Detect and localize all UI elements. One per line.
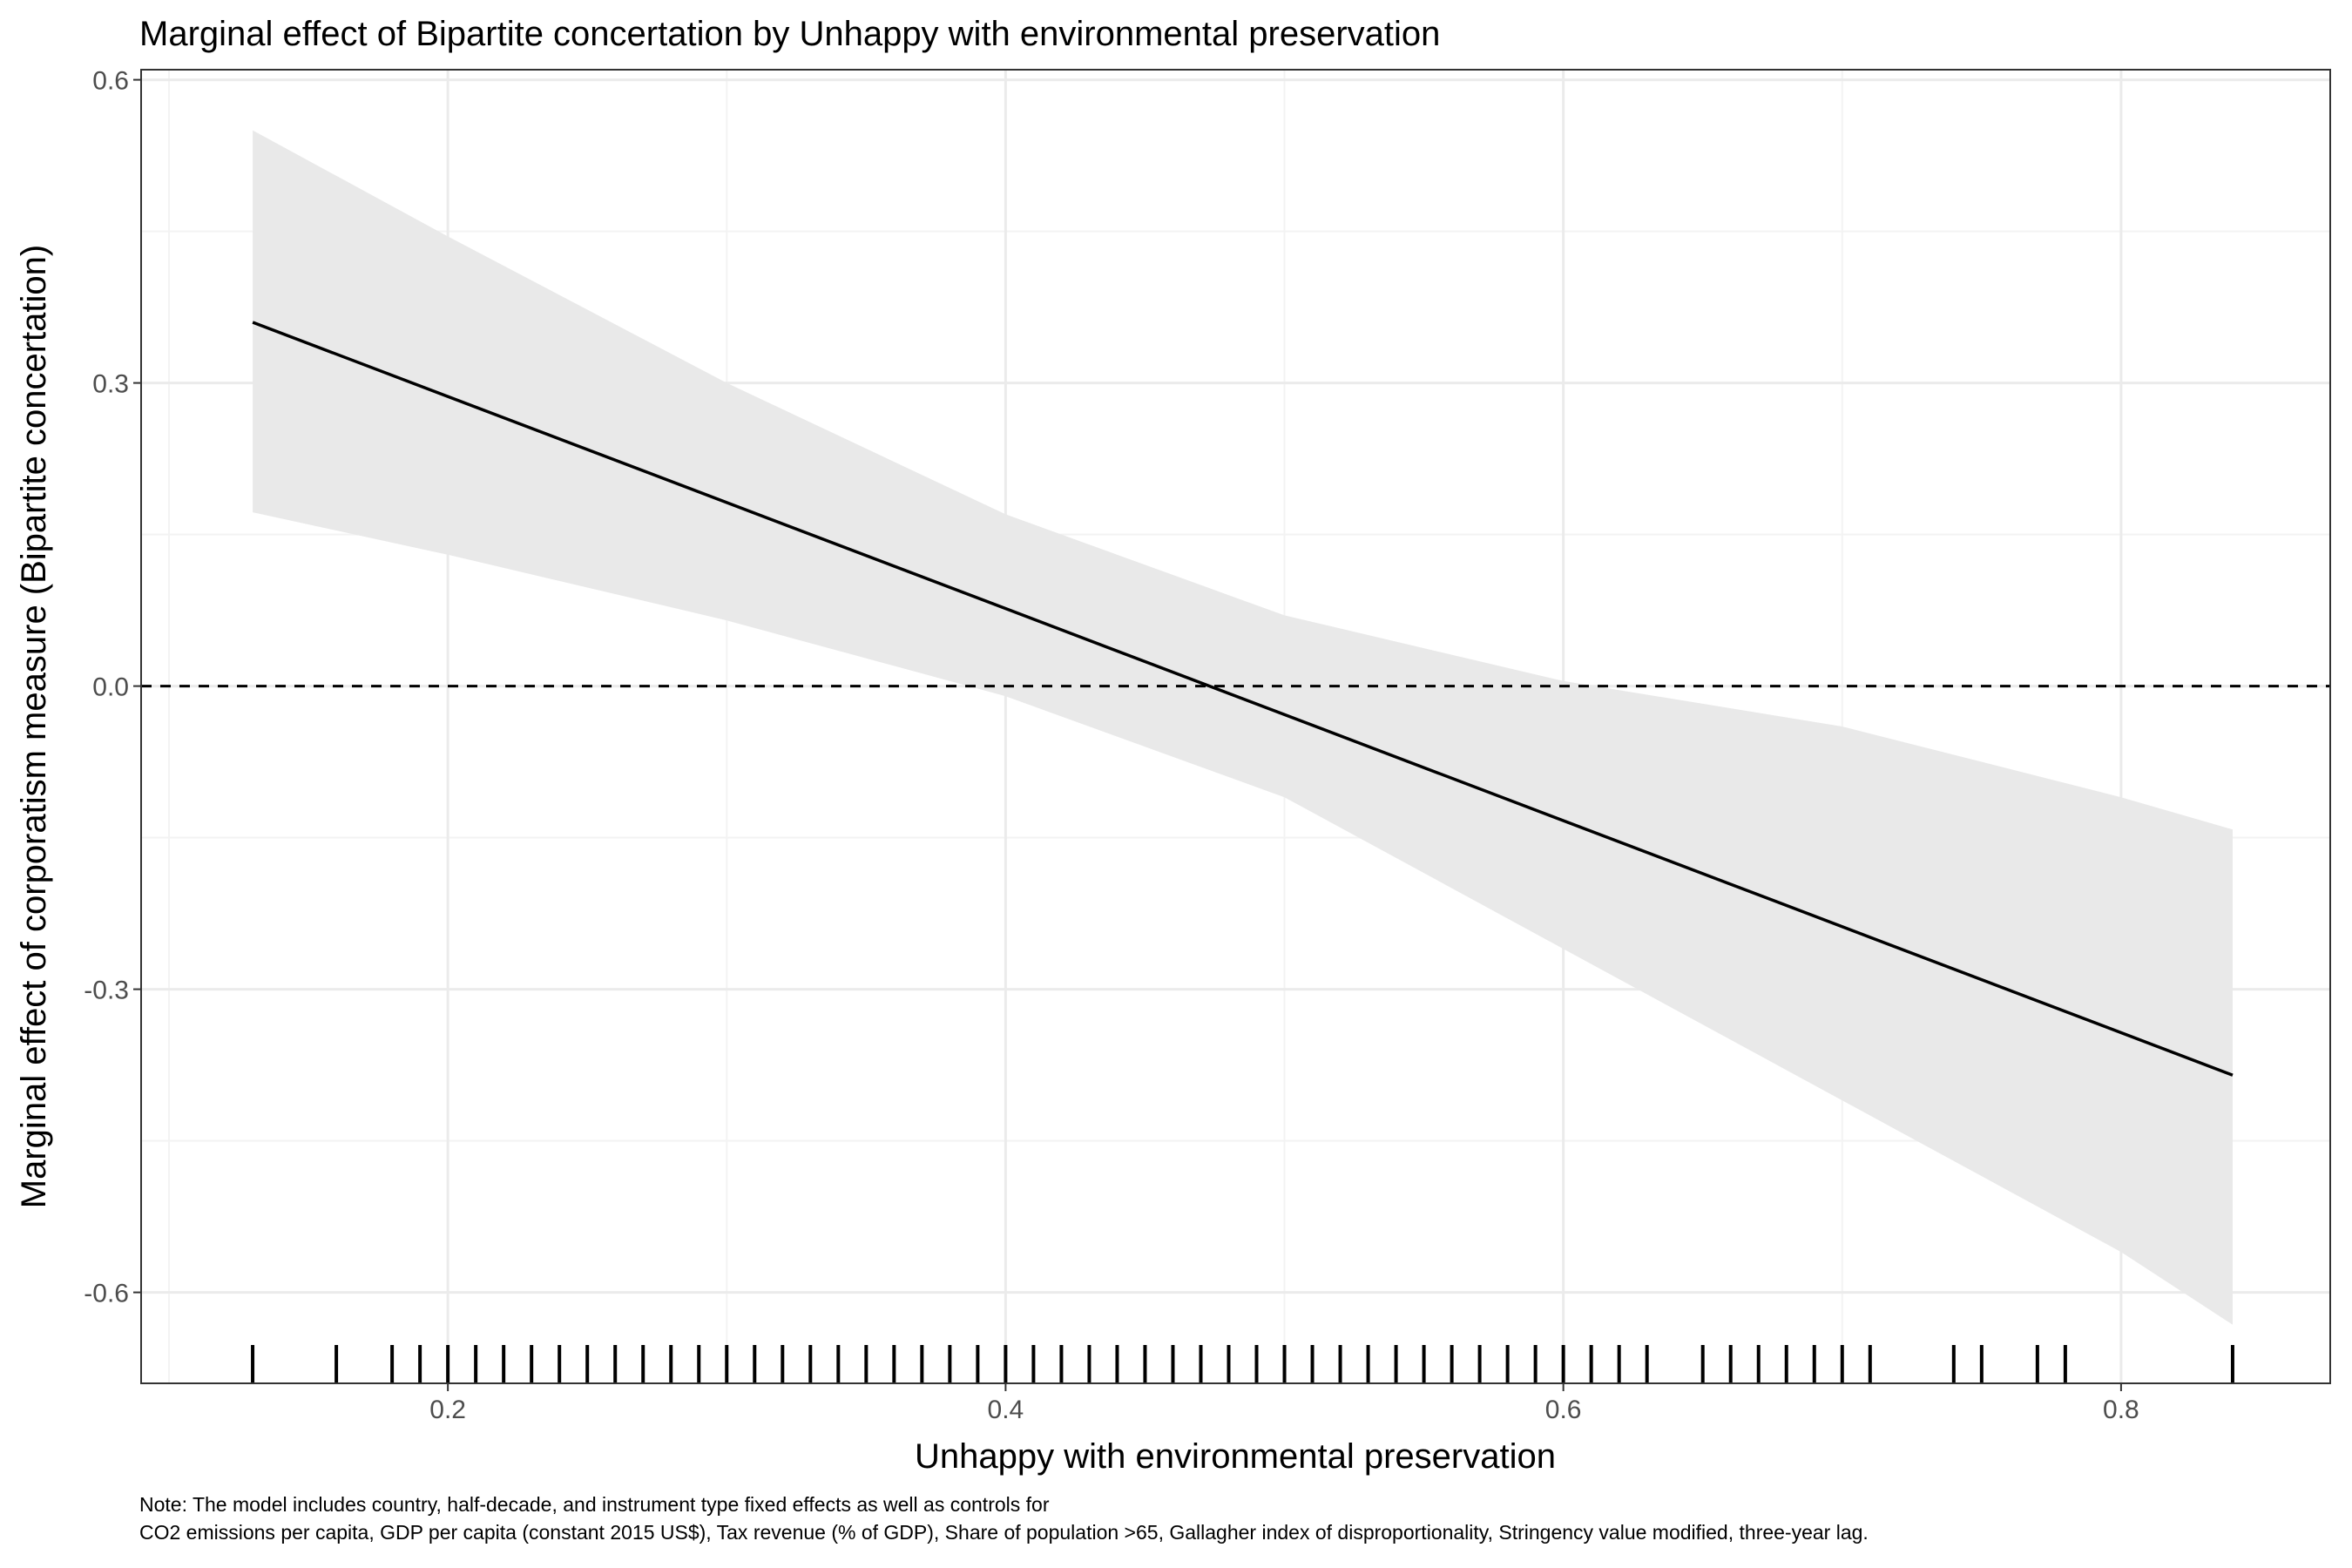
- chart-title: Marginal effect of Bipartite concertatio…: [139, 15, 1440, 53]
- x-tick-label: 0.4: [988, 1396, 1024, 1424]
- note-line-1: Note: The model includes country, half-d…: [139, 1493, 1050, 1516]
- confidence-ribbon: [253, 130, 2233, 1325]
- x-axis-title: Unhappy with environmental preservation: [915, 1437, 1556, 1476]
- y-tick-label: 0.0: [92, 673, 129, 702]
- y-tick-label: -0.6: [84, 1280, 129, 1308]
- x-tick-label: 0.2: [429, 1396, 466, 1424]
- x-tick-label: 0.8: [2103, 1396, 2139, 1424]
- y-tick-label: 0.6: [92, 67, 129, 96]
- x-axis: 0.2 0.4 0.6 0.8: [429, 1383, 2139, 1424]
- y-tick-label: 0.3: [92, 370, 129, 399]
- y-axis-title: Marginal effect of corporatism measure (…: [15, 245, 53, 1208]
- panel-border: [140, 69, 2331, 1384]
- plot-area: [140, 69, 2331, 1384]
- y-axis: -0.6 -0.3 0.0 0.3 0.6: [84, 67, 141, 1308]
- rug-marks: [251, 1345, 2234, 1383]
- x-tick-label: 0.6: [1545, 1396, 1582, 1424]
- marginal-effect-line: [252, 321, 2234, 1077]
- y-tick-label: -0.3: [84, 977, 129, 1005]
- note-line-2: CO2 emissions per capita, GDP per capita…: [139, 1521, 1869, 1544]
